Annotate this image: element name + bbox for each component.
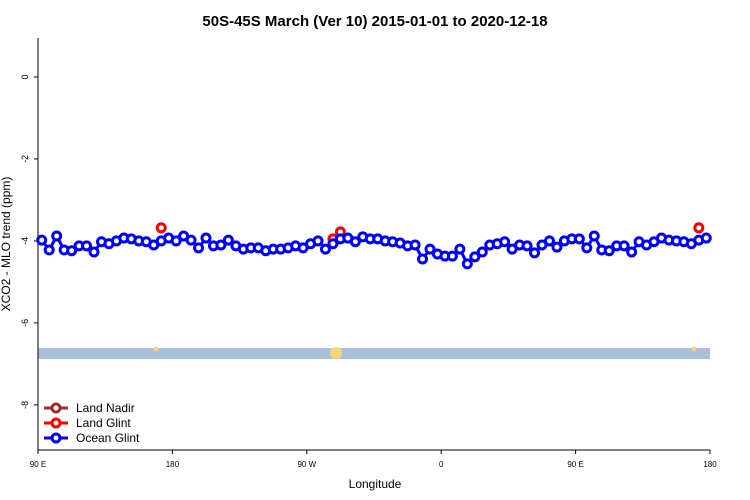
- data-point: [200, 232, 212, 244]
- sun-marker: [153, 346, 159, 352]
- sun-marker: [691, 346, 697, 352]
- data-point: [155, 222, 167, 234]
- data-point: [469, 251, 481, 263]
- x-tick-label: 90 E: [567, 460, 583, 469]
- data-point: [573, 233, 585, 245]
- x-tick-label: 180: [703, 460, 717, 469]
- coverage-band: [38, 348, 710, 359]
- data-point: [409, 239, 421, 251]
- data-point: [543, 235, 555, 247]
- x-tick-label: 180: [166, 460, 180, 469]
- y-tick-label: -8: [20, 401, 30, 409]
- data-point: [454, 243, 466, 255]
- data-point: [424, 243, 436, 255]
- sun-marker: [330, 347, 342, 359]
- data-point: [170, 235, 182, 247]
- data-point: [618, 240, 630, 252]
- data-point: [215, 239, 227, 251]
- data-point: [499, 236, 511, 248]
- legend-label: Land Glint: [76, 416, 131, 430]
- y-tick-label: -6: [20, 319, 30, 327]
- data-point: [185, 234, 197, 246]
- y-axis-label: XCO2 - MLO trend (ppm): [0, 177, 13, 312]
- data-point: [521, 240, 533, 252]
- y-tick-label: -4: [20, 237, 30, 245]
- data-point: [222, 234, 234, 246]
- data-point: [312, 235, 324, 247]
- data-point: [588, 230, 600, 242]
- data-point: [36, 234, 48, 246]
- data-point: [551, 241, 563, 253]
- data-point: [603, 245, 615, 257]
- data-point: [66, 245, 78, 257]
- data-point: [626, 246, 638, 258]
- data-point: [349, 236, 361, 248]
- x-tick-label: 0: [439, 460, 444, 469]
- legend-marker: [50, 417, 62, 429]
- data-point: [327, 238, 339, 250]
- data-point: [446, 250, 458, 262]
- legend-marker: [50, 432, 62, 444]
- data-point: [461, 258, 473, 270]
- legend-label: Ocean Glint: [76, 431, 140, 445]
- data-point: [700, 232, 712, 244]
- legend-marker: [50, 402, 62, 414]
- data-point: [693, 222, 705, 234]
- y-tick-label: -2: [20, 155, 30, 163]
- x-axis-label: Longitude: [349, 477, 402, 491]
- data-point: [43, 244, 55, 256]
- data-point: [529, 247, 541, 259]
- data-point: [51, 230, 63, 242]
- data-point: [193, 242, 205, 254]
- data-point: [88, 246, 100, 258]
- data-point: [581, 242, 593, 254]
- data-point: [476, 246, 488, 258]
- chart-title: 50S-45S March (Ver 10) 2015-01-01 to 202…: [202, 13, 547, 30]
- x-tick-label: 90 W: [297, 460, 316, 469]
- legend-label: Land Nadir: [76, 401, 135, 415]
- y-tick-label: 0: [20, 74, 30, 79]
- data-point: [417, 253, 429, 265]
- x-tick-label: 90 E: [30, 460, 46, 469]
- data-point: [81, 240, 93, 252]
- data-point: [319, 243, 331, 255]
